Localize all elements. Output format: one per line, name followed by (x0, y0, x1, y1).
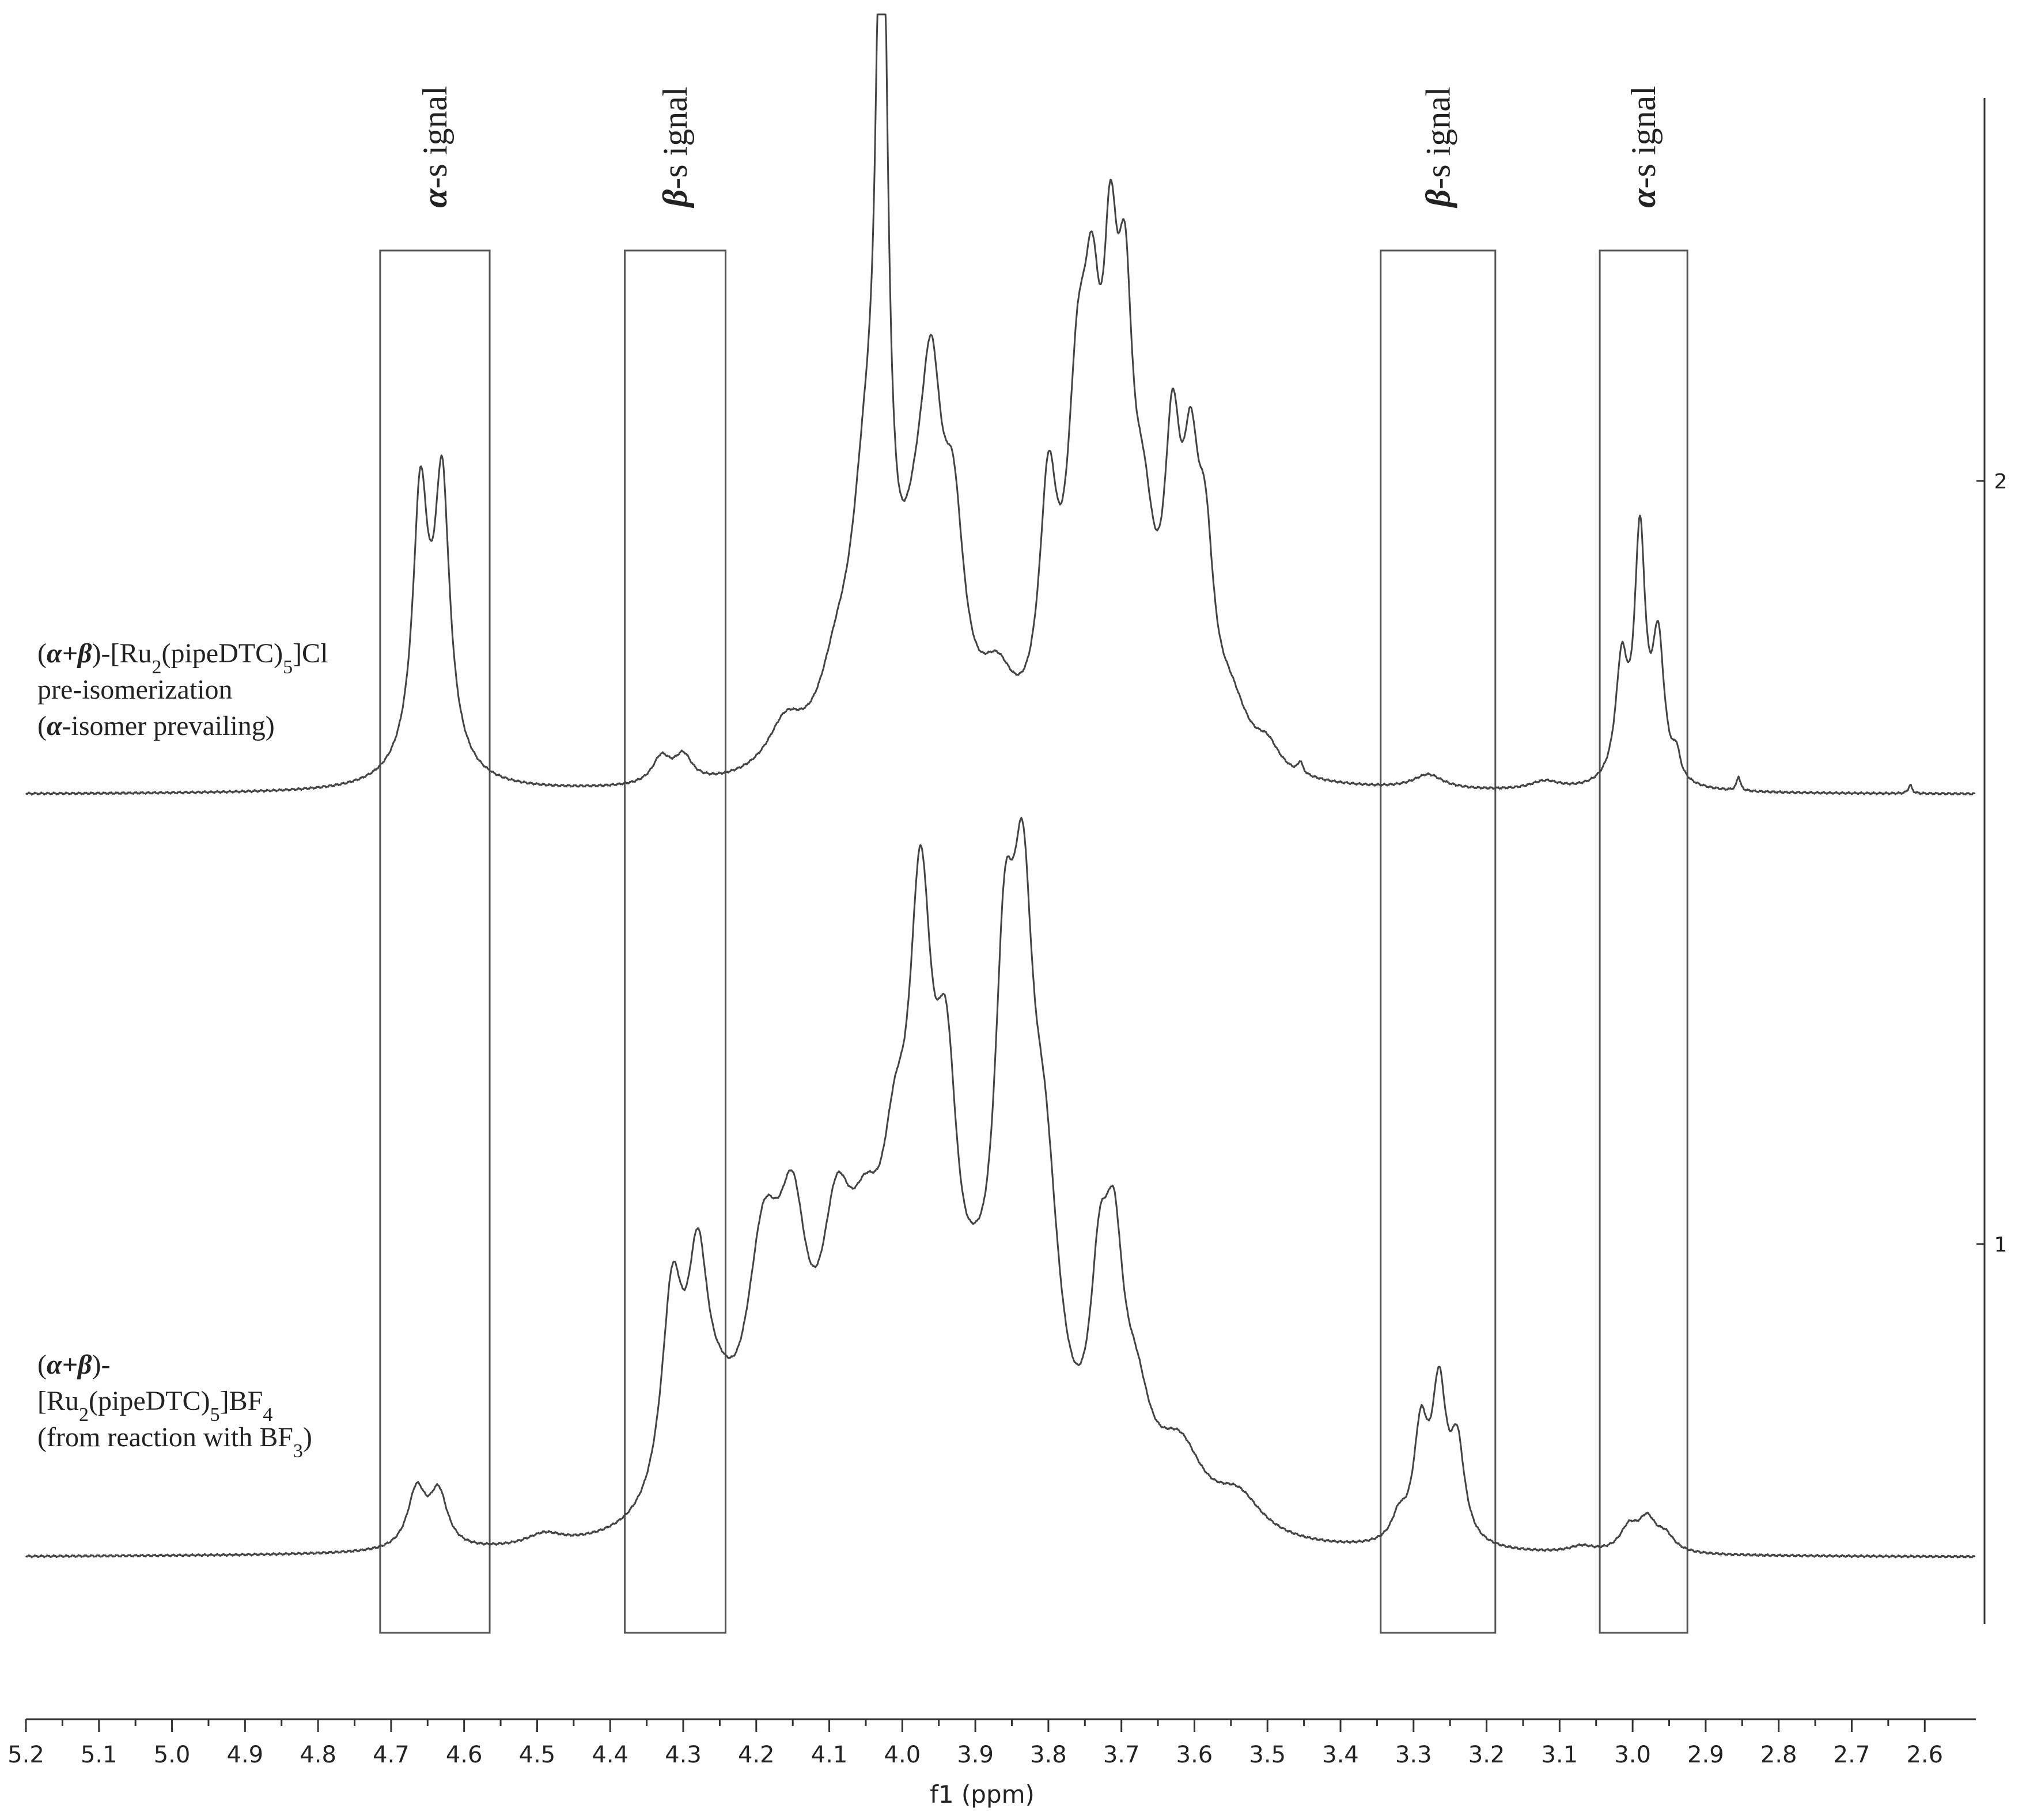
x-tick-label: 2.9 (1687, 1742, 1724, 1768)
x-tick-label: 3.9 (957, 1742, 994, 1768)
signal-box-1 (379, 249, 491, 1634)
sample-label-1-line-1: (α+β)- (37, 1349, 110, 1380)
x-tick-label: 4.3 (665, 1742, 702, 1768)
spectrum-trace-1 (25, 817, 1976, 1559)
x-axis: 5.2 5.1 5.0 4.9 4.8 4.7 4.6 4.5 4.4 4.3 4.2 4.1 4.0 3… (7, 1718, 1976, 1768)
x-tick-label: 4.1 (811, 1742, 848, 1768)
x-tick-label: 2.8 (1760, 1742, 1797, 1768)
x-tick-label: 3.0 (1614, 1742, 1651, 1768)
x-tick-label: 3.6 (1176, 1742, 1213, 1768)
x-tick-label: 3.4 (1322, 1742, 1359, 1768)
x-tick-label: 3.7 (1103, 1742, 1140, 1768)
trace-offset-axis: 21 (1976, 98, 2007, 1624)
x-tick-label: 4.5 (519, 1742, 556, 1768)
x-tick-label: 4.8 (300, 1742, 336, 1768)
spectrum-trace-2 (25, 13, 1976, 796)
side-tick-label: 1 (1994, 1233, 2008, 1257)
signal-box-label-3: β-s ignal (1419, 86, 1457, 208)
x-tick-label: 5.1 (81, 1742, 118, 1768)
sample-label-1-line-2: [Ru2(pipeDTC)5]BF4 (37, 1386, 272, 1425)
x-tick-label: 2.7 (1834, 1742, 1870, 1768)
x-tick-label: 5.0 (154, 1742, 191, 1768)
x-tick-label: 3.8 (1030, 1742, 1067, 1768)
x-tick-label: 3.2 (1468, 1742, 1505, 1768)
x-tick-label: 4.7 (373, 1742, 410, 1768)
x-tick-label: 4.6 (446, 1742, 483, 1768)
x-tick-label: 4.2 (738, 1742, 775, 1768)
x-tick-label: 3.3 (1395, 1742, 1432, 1768)
signal-box-label-2: β-s ignal (656, 86, 694, 208)
signal-box-label-4: α-s ignal (1624, 86, 1663, 208)
signal-box-label-1: α-s ignal (416, 86, 454, 208)
sample-label-2-line-1: (α+β)-[Ru2(pipeDTC)5]Cl (37, 638, 328, 678)
signal-box-2 (624, 249, 727, 1634)
side-tick-label: 2 (1994, 470, 2008, 494)
sample-label-2-line-2: pre-isomerization (37, 674, 233, 705)
x-tick-label: 4.9 (227, 1742, 264, 1768)
x-tick-label: 4.4 (592, 1742, 628, 1768)
spectrum-traces (25, 13, 1976, 1559)
signal-boxes: α-s ignal β-s ignal β-s ignal α-s ignal (379, 86, 1688, 1634)
sample-label-1-line-3: (from reaction with BF3) (37, 1422, 312, 1462)
sample-labels: (α+β)-[Ru2(pipeDTC)5]Clpre-isomerization… (37, 638, 328, 1462)
x-axis-title: f1 (ppm) (930, 1780, 1035, 1808)
x-tick-label: 5.2 (7, 1742, 44, 1768)
signal-box-3 (1380, 249, 1497, 1634)
x-tick-label: 2.6 (1906, 1742, 1943, 1768)
x-tick-label: 3.1 (1542, 1742, 1578, 1768)
signal-box-4 (1599, 249, 1688, 1634)
sample-label-2-line-3: (α-isomer prevailing) (37, 711, 275, 741)
x-tick-label: 4.0 (884, 1742, 921, 1768)
x-tick-label: 3.5 (1249, 1742, 1286, 1768)
